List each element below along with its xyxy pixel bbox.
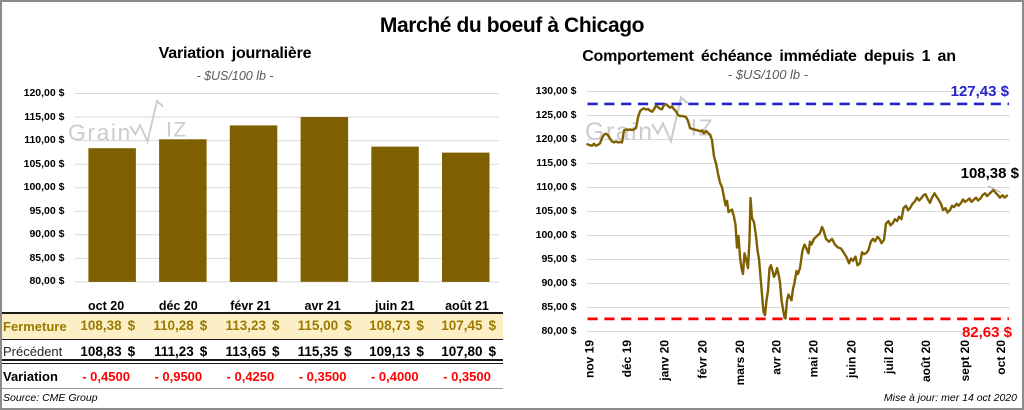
svg-text:IZ: IZ <box>691 115 714 141</box>
svg-text:Grain: Grain <box>68 120 132 146</box>
svg-text:déc 19: déc 19 <box>620 340 634 378</box>
svg-text:juin 20: juin 20 <box>845 340 859 379</box>
svg-text:IZ: IZ <box>166 119 188 142</box>
svg-text:févr 20: févr 20 <box>696 340 710 379</box>
svg-text:août 20: août 20 <box>919 340 933 382</box>
svg-text:mars 20: mars 20 <box>733 340 747 386</box>
svg-text:nov 19: nov 19 <box>583 340 597 378</box>
svg-text:oct 20: oct 20 <box>994 340 1008 375</box>
svg-text:juil 20: juil 20 <box>882 340 896 375</box>
svg-text:janv 20: janv 20 <box>658 340 672 382</box>
svg-text:sept 20: sept 20 <box>958 340 972 382</box>
svg-text:mai 20: mai 20 <box>807 340 821 378</box>
svg-text:avr 20: avr 20 <box>769 340 783 375</box>
